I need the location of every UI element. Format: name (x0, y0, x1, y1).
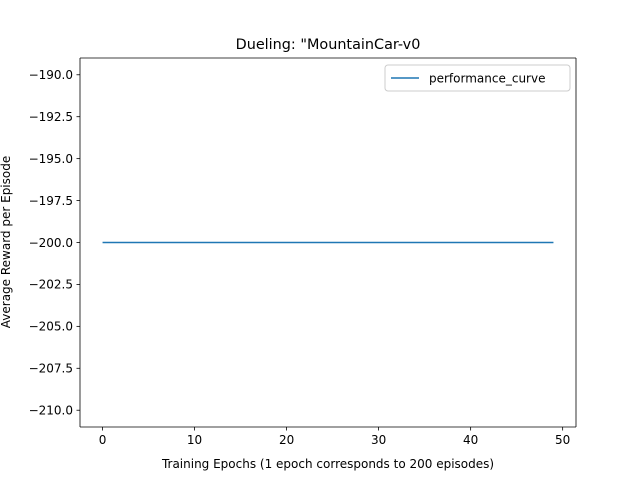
y-tick-label: −207.5 (29, 362, 73, 376)
y-tick-label: −192.5 (29, 110, 73, 124)
y-tick-label: −200.0 (29, 236, 73, 250)
legend-label: performance_curve (429, 71, 545, 85)
x-tick-label: 0 (99, 433, 107, 447)
y-tick-label: −190.0 (29, 68, 73, 82)
x-tick-label: 10 (187, 433, 202, 447)
legend-box (384, 64, 571, 92)
plot-area: 0 10 20 30 40 50 −190.0 −192.5 −195.0 −197.5 −200.… (29, 57, 577, 447)
x-tick-label: 20 (279, 433, 294, 447)
chart-title: Dueling: "MountainCar-v0 (236, 37, 421, 53)
y-tick-label: −195.0 (29, 152, 73, 166)
x-tick-label: 30 (371, 433, 386, 447)
y-tick-label: −202.5 (29, 278, 73, 292)
y-tick-label: −205.0 (29, 320, 73, 334)
y-tick-label: −210.0 (29, 404, 73, 418)
y-tick-label: −197.5 (29, 194, 73, 208)
x-tick-label: 40 (463, 433, 478, 447)
x-axis-label: Training Epochs (1 epoch corresponds to … (161, 457, 494, 471)
y-axis-label: Average Reward per Episode (0, 156, 13, 328)
x-tick-label: 50 (555, 433, 570, 447)
